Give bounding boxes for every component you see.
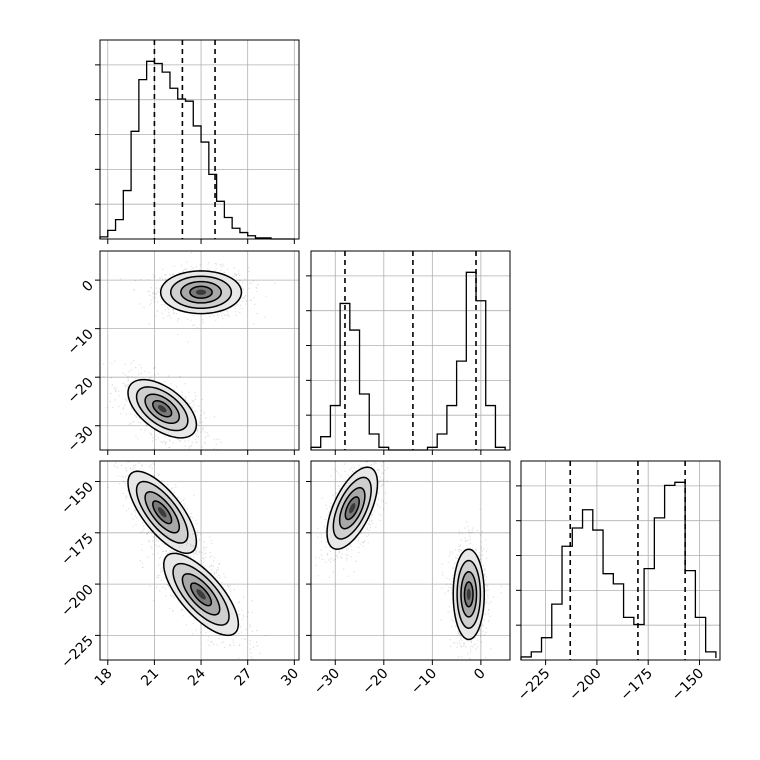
contour-line xyxy=(463,581,474,608)
y-tick-label: −150 xyxy=(58,479,97,518)
y-tick-label: −175 xyxy=(58,530,97,569)
x-tick-label: 27 xyxy=(232,666,256,690)
y-tick-label: −20 xyxy=(65,375,97,407)
x-tick-label: 21 xyxy=(138,666,162,690)
contour-line xyxy=(190,582,213,607)
panel-border xyxy=(310,250,511,451)
panel-border xyxy=(520,460,721,661)
panel-content xyxy=(315,461,502,660)
panel-border xyxy=(99,250,300,451)
contour-line xyxy=(127,378,198,439)
density-level xyxy=(349,503,356,514)
y-tick-label: −30 xyxy=(65,423,97,455)
panel-scatter-2 xyxy=(310,460,511,661)
panel-hist-0 xyxy=(95,39,300,240)
y-tick-label: −10 xyxy=(65,326,97,358)
x-tick-label: 18 xyxy=(92,666,116,690)
panel-hist-1 xyxy=(306,250,511,451)
contour-line xyxy=(144,393,181,425)
density-level xyxy=(157,507,167,518)
x-tick-label: −200 xyxy=(566,666,605,705)
density-level xyxy=(196,589,206,600)
x-tick-label: −30 xyxy=(311,666,343,698)
y-tick-label: −225 xyxy=(58,633,97,672)
x-tick-label: 0 xyxy=(471,666,489,684)
x-tick-label: −20 xyxy=(359,666,391,698)
contour-line xyxy=(152,399,173,418)
panel-border xyxy=(99,460,300,661)
contour-line xyxy=(189,285,213,299)
contour-line xyxy=(162,552,240,637)
x-tick-label: −175 xyxy=(618,666,657,705)
y-tick-label: 0 xyxy=(79,278,97,296)
histogram-step-0 xyxy=(99,60,295,240)
x-tick-label: −10 xyxy=(408,666,440,698)
panel-scatter-1 xyxy=(99,460,300,661)
panel-border xyxy=(99,39,300,240)
panel-border xyxy=(310,460,511,661)
panel-content xyxy=(103,252,276,450)
panel-content xyxy=(107,461,267,660)
histogram-step-2 xyxy=(520,481,717,660)
contour-line xyxy=(338,486,366,530)
panel-hist-2 xyxy=(516,460,721,661)
contour-line xyxy=(169,275,233,310)
contour-line xyxy=(144,491,181,534)
contour-line xyxy=(332,476,372,540)
contour-line xyxy=(135,386,189,432)
x-tick-label: −225 xyxy=(515,666,554,705)
x-tick-label: −150 xyxy=(669,666,708,705)
density-level xyxy=(157,405,167,413)
y-tick-label: −200 xyxy=(58,582,97,621)
contour-line xyxy=(127,470,198,555)
panel-scatter-0 xyxy=(99,250,300,451)
contour-line xyxy=(326,466,379,550)
density-level xyxy=(196,289,207,295)
contour-line xyxy=(152,500,173,525)
contour-line xyxy=(135,480,189,544)
contour-line xyxy=(181,573,221,616)
contour-line xyxy=(460,571,478,618)
contour-line xyxy=(452,548,486,641)
contour-line xyxy=(159,270,243,315)
contour-line xyxy=(456,559,482,629)
contour-line xyxy=(180,280,223,304)
density-level xyxy=(466,588,471,600)
contour-line xyxy=(172,562,230,626)
x-tick-label: 30 xyxy=(278,666,302,690)
x-tick-label: 24 xyxy=(185,665,209,689)
contour-line xyxy=(344,496,360,521)
